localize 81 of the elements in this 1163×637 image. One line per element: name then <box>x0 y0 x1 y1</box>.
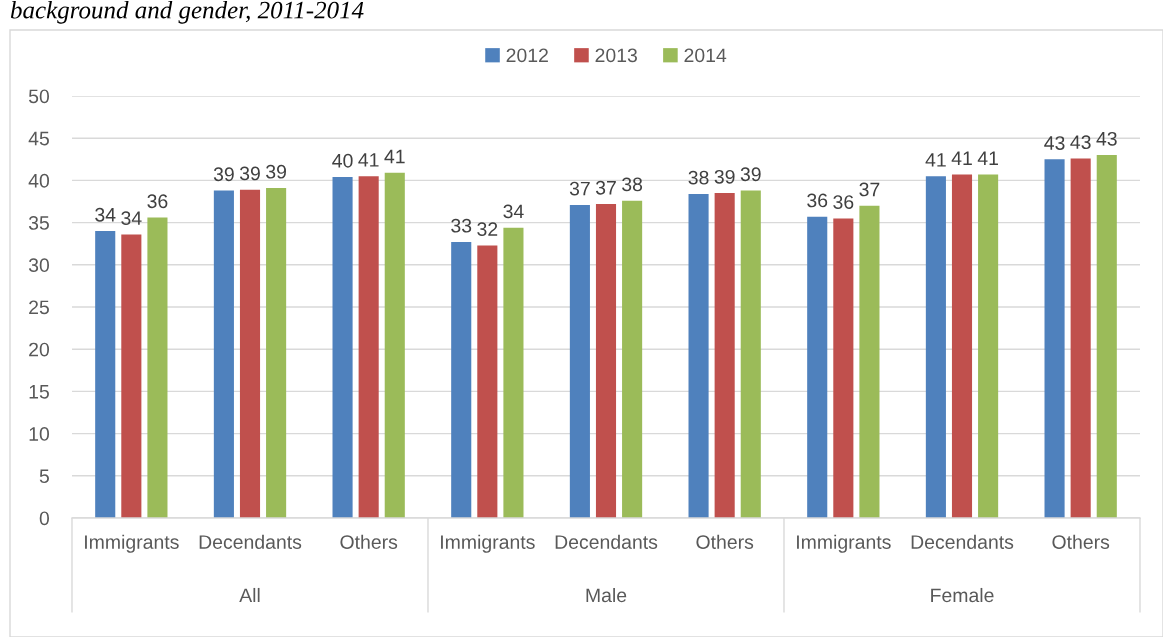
data-label: 34 <box>95 207 116 222</box>
y-tick-label: 35 <box>28 216 49 230</box>
y-tick-label: 20 <box>29 342 50 357</box>
data-label: 37 <box>859 182 880 197</box>
data-label: 39 <box>266 164 286 179</box>
bar <box>266 188 287 518</box>
bar <box>147 217 168 518</box>
x-tick-label: Others <box>340 534 398 549</box>
bar <box>121 234 142 518</box>
data-label: 43 <box>1070 135 1091 150</box>
x-tick-label: Decendants <box>555 534 658 549</box>
bar <box>925 176 946 518</box>
y-tick-label: 45 <box>28 131 49 146</box>
data-label: 43 <box>1044 136 1065 150</box>
x-tick-label: Immigrants <box>797 534 891 553</box>
data-label: 37 <box>569 181 590 196</box>
bar <box>358 176 379 518</box>
x-tick-label: Immigrants <box>441 534 535 553</box>
data-label: 34 <box>121 211 142 226</box>
data-label: 43 <box>1096 131 1117 146</box>
bar <box>688 193 709 518</box>
y-tick-label: 25 <box>29 300 49 315</box>
bar <box>477 245 498 518</box>
x-tick-label: Decendants <box>911 534 1014 549</box>
data-label: 41 <box>925 153 946 167</box>
data-label: 40 <box>332 153 353 168</box>
y-tick-label: 30 <box>28 258 50 273</box>
data-label: 39 <box>740 167 761 182</box>
y-tick-label: 50 <box>28 89 50 104</box>
data-label: 36 <box>833 195 854 209</box>
x-tick-label: Decendants <box>199 534 302 549</box>
bar <box>332 177 353 518</box>
bar <box>833 218 854 518</box>
data-label: 41 <box>384 149 405 164</box>
x-tick-label: Others <box>1052 534 1110 549</box>
y-tick-label: 40 <box>28 173 50 188</box>
data-label: 36 <box>147 194 168 209</box>
bar <box>1096 155 1117 518</box>
legend-label: 2012 <box>506 48 548 63</box>
data-label: 39 <box>213 167 234 182</box>
x-tick-label: Others <box>696 534 754 549</box>
bar <box>451 242 472 518</box>
data-label: 41 <box>951 151 972 165</box>
data-label: 34 <box>503 204 524 219</box>
data-label: 39 <box>239 166 260 181</box>
bar <box>384 172 405 518</box>
bar <box>1070 158 1091 518</box>
text: All <box>239 587 260 603</box>
y-tick-label: 15 <box>29 385 49 399</box>
bar <box>569 204 590 518</box>
y-tick-label: 5 <box>39 469 49 484</box>
bar <box>95 231 116 518</box>
data-label: 41 <box>977 151 998 165</box>
bar <box>859 205 880 518</box>
bar <box>807 216 828 518</box>
bar <box>951 174 973 518</box>
bar <box>1044 159 1065 518</box>
bar <box>595 204 617 518</box>
data-label: 41 <box>358 153 379 167</box>
data-label: 33 <box>451 218 472 233</box>
bar <box>213 190 234 518</box>
x-tick-label: Immigrants <box>85 534 179 553</box>
data-label: 32 <box>477 222 498 236</box>
legend-label: 2014 <box>684 48 727 63</box>
data-label: 37 <box>595 180 616 195</box>
data-label: 38 <box>688 170 709 185</box>
bar <box>740 190 761 518</box>
chart-title: background and gender, 2011-2014 <box>10 1 364 24</box>
bar <box>714 193 735 518</box>
text: Female <box>931 587 994 603</box>
data-label: 38 <box>622 177 643 192</box>
y-tick-label: 0 <box>39 511 50 526</box>
y-tick-label: 10 <box>29 427 50 441</box>
text: Male <box>586 587 627 603</box>
data-label: 36 <box>807 193 828 208</box>
bar <box>503 227 524 518</box>
data-label: 39 <box>714 169 735 184</box>
bar <box>978 174 999 518</box>
bar <box>622 200 643 518</box>
legend-label: 2013 <box>595 48 637 63</box>
bar <box>239 189 261 518</box>
